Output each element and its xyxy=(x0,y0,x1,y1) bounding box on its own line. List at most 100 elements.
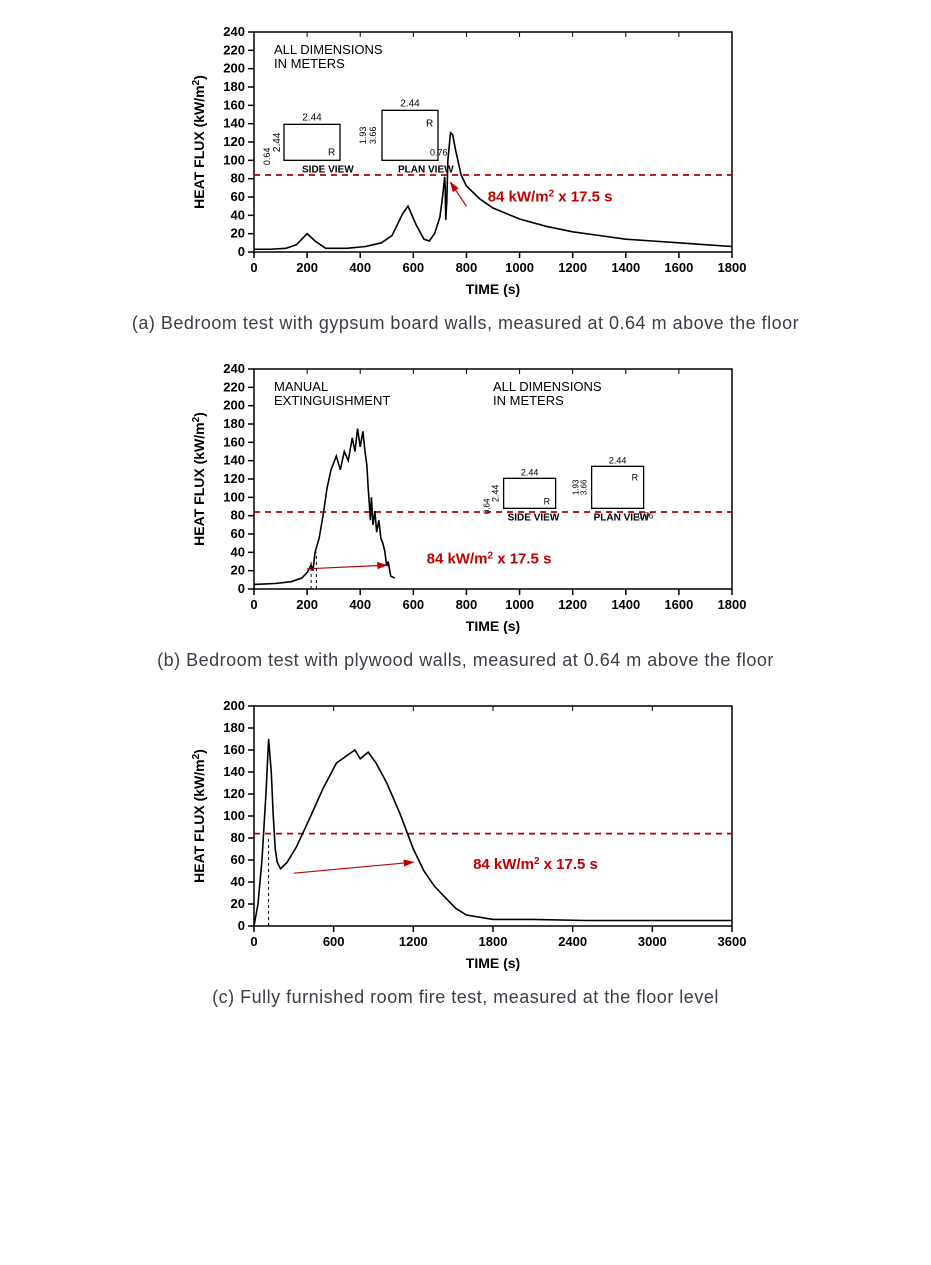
svg-text:240: 240 xyxy=(223,24,245,39)
svg-text:120: 120 xyxy=(223,134,245,149)
svg-text:0: 0 xyxy=(250,260,257,275)
svg-text:0: 0 xyxy=(237,581,244,596)
svg-text:180: 180 xyxy=(223,79,245,94)
svg-text:1600: 1600 xyxy=(664,597,693,612)
chart-a: 0204060801001201401601802002202400200400… xyxy=(186,20,746,300)
svg-text:100: 100 xyxy=(223,152,245,167)
caption-a: (a) Bedroom test with gypsum board walls… xyxy=(62,300,869,347)
svg-text:40: 40 xyxy=(230,874,244,889)
svg-text:2.44: 2.44 xyxy=(520,467,538,477)
svg-text:40: 40 xyxy=(230,207,244,222)
svg-text:TIME (s): TIME (s) xyxy=(465,955,519,971)
svg-text:1800: 1800 xyxy=(717,597,745,612)
svg-text:0: 0 xyxy=(250,597,257,612)
svg-text:100: 100 xyxy=(223,489,245,504)
svg-text:2.44: 2.44 xyxy=(302,112,322,123)
svg-text:1.93: 1.93 xyxy=(571,479,580,495)
svg-text:1000: 1000 xyxy=(505,597,534,612)
svg-text:R: R xyxy=(631,472,638,482)
svg-text:200: 200 xyxy=(223,398,245,413)
svg-text:2.44: 2.44 xyxy=(608,455,626,465)
svg-text:0: 0 xyxy=(250,934,257,949)
svg-text:20: 20 xyxy=(230,896,244,911)
svg-text:PLAN VIEW: PLAN VIEW xyxy=(593,512,649,523)
svg-text:240: 240 xyxy=(223,361,245,376)
svg-text:160: 160 xyxy=(223,434,245,449)
figure-a: 0204060801001201401601802002202400200400… xyxy=(10,20,921,347)
svg-text:1000: 1000 xyxy=(505,260,534,275)
svg-text:80: 80 xyxy=(230,508,244,523)
svg-text:2.44: 2.44 xyxy=(490,485,500,503)
svg-text:80: 80 xyxy=(230,171,244,186)
svg-text:EXTINGUISHMENT: EXTINGUISHMENT xyxy=(274,393,390,408)
svg-text:180: 180 xyxy=(223,720,245,735)
svg-text:3000: 3000 xyxy=(637,934,666,949)
figure-b: 0204060801001201401601802002202400200400… xyxy=(10,357,921,684)
svg-text:SIDE VIEW: SIDE VIEW xyxy=(507,512,559,523)
svg-text:160: 160 xyxy=(223,97,245,112)
svg-text:1200: 1200 xyxy=(398,934,427,949)
svg-text:HEAT FLUX (kW/m2): HEAT FLUX (kW/m2) xyxy=(190,75,207,209)
svg-text:100: 100 xyxy=(223,808,245,823)
chart-b-svg: 0204060801001201401601802002202400200400… xyxy=(186,357,746,637)
svg-text:120: 120 xyxy=(223,786,245,801)
svg-text:1600: 1600 xyxy=(664,260,693,275)
svg-text:600: 600 xyxy=(402,597,424,612)
svg-text:R: R xyxy=(328,147,335,158)
svg-text:0: 0 xyxy=(237,918,244,933)
svg-text:1200: 1200 xyxy=(558,597,587,612)
svg-text:84 kW/m2 x 17.5 s: 84 kW/m2 x 17.5 s xyxy=(487,188,612,206)
svg-text:ALL DIMENSIONS: ALL DIMENSIONS xyxy=(493,379,602,394)
svg-text:TIME (s): TIME (s) xyxy=(465,281,519,297)
svg-text:60: 60 xyxy=(230,526,244,541)
svg-text:HEAT FLUX (kW/m2): HEAT FLUX (kW/m2) xyxy=(190,749,207,883)
svg-text:200: 200 xyxy=(296,260,318,275)
svg-text:140: 140 xyxy=(223,116,245,131)
svg-text:140: 140 xyxy=(223,453,245,468)
svg-text:1800: 1800 xyxy=(717,260,745,275)
svg-text:220: 220 xyxy=(223,379,245,394)
svg-text:84 kW/m2 x 17.5 s: 84 kW/m2 x 17.5 s xyxy=(473,855,598,873)
svg-text:40: 40 xyxy=(230,544,244,559)
svg-text:160: 160 xyxy=(223,742,245,757)
svg-text:200: 200 xyxy=(223,698,245,713)
svg-text:0.64: 0.64 xyxy=(482,498,491,514)
svg-text:IN METERS: IN METERS xyxy=(274,56,345,71)
svg-text:80: 80 xyxy=(230,830,244,845)
svg-text:180: 180 xyxy=(223,416,245,431)
svg-text:84 kW/m2 x 17.5 s: 84 kW/m2 x 17.5 s xyxy=(426,550,551,568)
svg-text:140: 140 xyxy=(223,764,245,779)
svg-text:ALL DIMENSIONS: ALL DIMENSIONS xyxy=(274,42,383,57)
svg-text:1200: 1200 xyxy=(558,260,587,275)
svg-text:20: 20 xyxy=(230,226,244,241)
svg-text:IN METERS: IN METERS xyxy=(493,393,564,408)
svg-text:TIME (s): TIME (s) xyxy=(465,618,519,634)
chart-c-svg: 0204060801001201401601802000600120018002… xyxy=(186,694,746,974)
chart-c: 0204060801001201401601802000600120018002… xyxy=(186,694,746,974)
svg-text:800: 800 xyxy=(455,260,477,275)
svg-text:1.93: 1.93 xyxy=(358,127,368,145)
svg-text:120: 120 xyxy=(223,471,245,486)
chart-a-svg: 0204060801001201401601802002202400200400… xyxy=(186,20,746,300)
svg-text:200: 200 xyxy=(223,61,245,76)
svg-text:2400: 2400 xyxy=(558,934,587,949)
svg-text:800: 800 xyxy=(455,597,477,612)
figure-c: 0204060801001201401601802000600120018002… xyxy=(10,694,921,1021)
svg-text:400: 400 xyxy=(349,260,371,275)
caption-b: (b) Bedroom test with plywood walls, mea… xyxy=(87,637,844,684)
svg-text:1400: 1400 xyxy=(611,260,640,275)
svg-text:R: R xyxy=(543,496,550,506)
svg-text:2.44: 2.44 xyxy=(272,132,283,152)
svg-text:60: 60 xyxy=(230,852,244,867)
svg-text:60: 60 xyxy=(230,189,244,204)
svg-text:PLAN VIEW: PLAN VIEW xyxy=(398,164,454,175)
svg-text:20: 20 xyxy=(230,563,244,578)
svg-text:2.44: 2.44 xyxy=(400,98,420,109)
svg-text:0: 0 xyxy=(237,244,244,259)
chart-b: 0204060801001201401601802002202400200400… xyxy=(186,357,746,637)
svg-text:400: 400 xyxy=(349,597,371,612)
svg-text:SIDE VIEW: SIDE VIEW xyxy=(302,164,354,175)
svg-text:R: R xyxy=(426,118,433,129)
svg-text:HEAT FLUX (kW/m2): HEAT FLUX (kW/m2) xyxy=(190,412,207,546)
svg-text:3.66: 3.66 xyxy=(579,479,588,495)
